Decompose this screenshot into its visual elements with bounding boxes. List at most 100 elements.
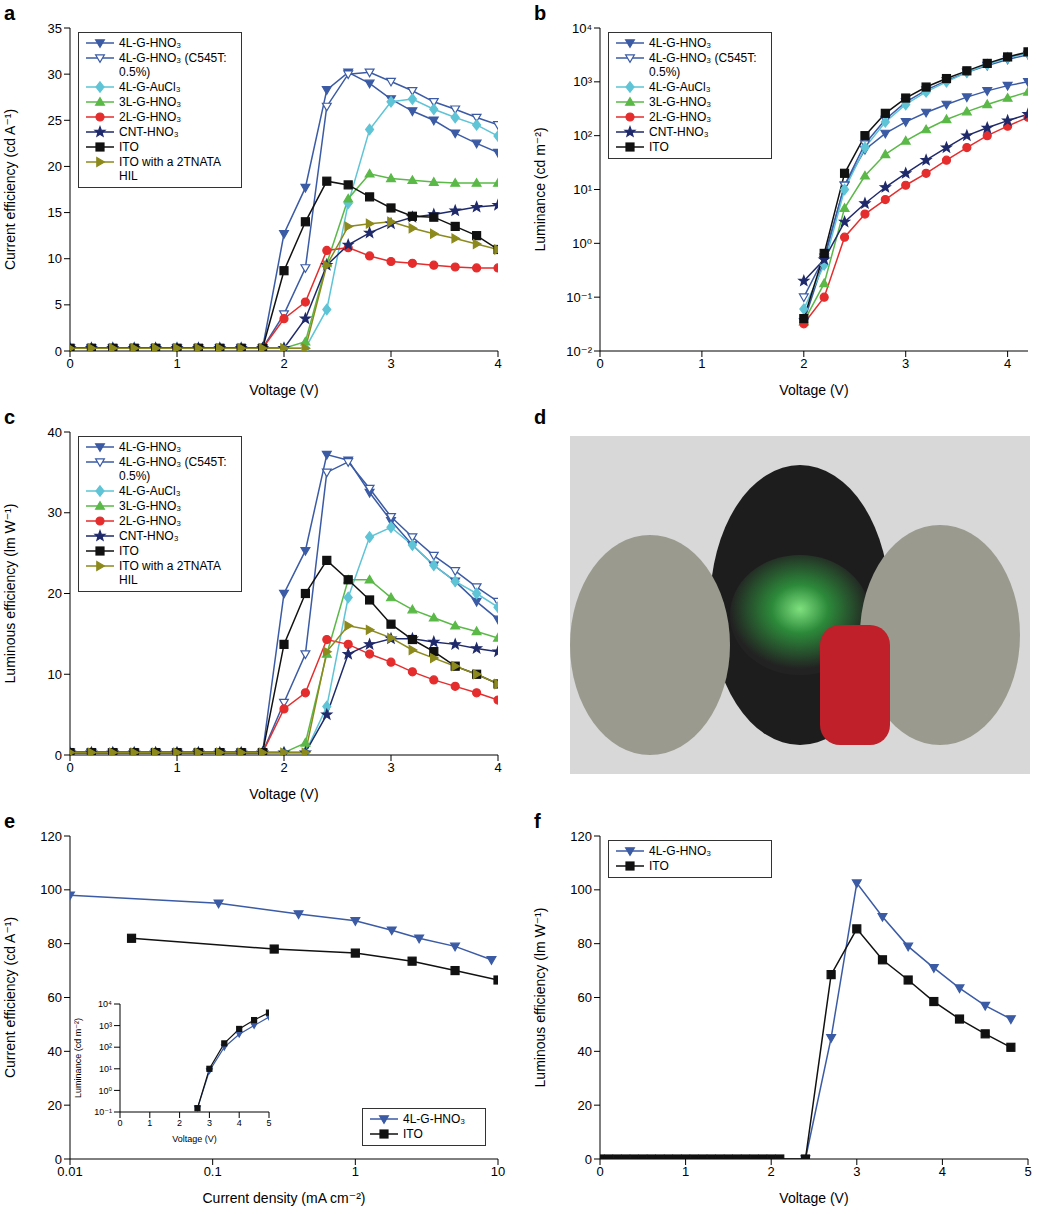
svg-text:0: 0 [55,344,62,359]
html-text:4L-G-HNO₃ (C545T: 0.5%): 4L-G-HNO₃ (C545T: 0.5%) [649,51,757,79]
svg-text:Voltage (V): Voltage (V) [779,1190,848,1206]
svg-text:0.1: 0.1 [204,1164,222,1179]
svg-text:3: 3 [853,1164,860,1179]
svg-text:Current efficiency (cd A⁻¹): Current efficiency (cd A⁻¹) [2,917,18,1078]
svg-text:4: 4 [1004,356,1011,371]
svg-text:10⁰: 10⁰ [98,1086,112,1096]
svg-text:0: 0 [66,760,73,775]
svg-text:Luminance (cd m⁻²): Luminance (cd m⁻²) [532,127,548,251]
svg-text:1: 1 [682,1164,689,1179]
svg-text:15: 15 [48,205,62,220]
svg-text:10⁻²: 10⁻² [566,344,592,359]
svg-text:10: 10 [491,1164,505,1179]
html-text:3L-G-HNO₃: 3L-G-HNO₃ [119,95,182,109]
svg-text:80: 80 [48,936,62,951]
svg-text:10³: 10³ [99,1021,112,1031]
html-text:CNT-HNO₃: CNT-HNO₃ [119,125,179,139]
svg-text:5: 5 [266,1118,271,1128]
svg-text:2: 2 [280,356,287,371]
svg-text:2: 2 [177,1118,182,1128]
svg-text:1: 1 [352,1164,359,1179]
svg-text:1: 1 [147,1118,152,1128]
html-text:4L-G-AuCl₃: 4L-G-AuCl₃ [119,80,181,94]
svg-text:10: 10 [48,667,62,682]
svg-text:4: 4 [494,760,501,775]
svg-text:0: 0 [596,1164,603,1179]
svg-text:40: 40 [578,1044,592,1059]
svg-text:Voltage (V): Voltage (V) [172,1134,217,1144]
svg-text:10¹: 10¹ [99,1064,112,1074]
svg-text:1: 1 [698,356,705,371]
svg-text:0: 0 [596,356,603,371]
svg-text:20: 20 [48,586,62,601]
svg-text:5: 5 [55,297,62,312]
html-text:4L-G-HNO₃ (C545T: 0.5%): 4L-G-HNO₃ (C545T: 0.5%) [119,455,227,483]
html-text:4L-G-AuCl₃: 4L-G-AuCl₃ [649,80,711,94]
svg-text:100: 100 [40,882,62,897]
svg-text:10¹: 10¹ [573,182,592,197]
html-text:4L-G-HNO₃: 4L-G-HNO₃ [649,36,712,50]
svg-text:10⁴: 10⁴ [98,999,112,1009]
svg-text:30: 30 [48,505,62,520]
svg-text:2: 2 [768,1164,775,1179]
svg-text:20: 20 [48,1098,62,1113]
html-text:2L-G-HNO₃: 2L-G-HNO₃ [649,110,712,124]
svg-text:10²: 10² [573,128,592,143]
svg-text:1: 1 [173,760,180,775]
svg-text:5: 5 [1024,1164,1031,1179]
svg-text:10⁰: 10⁰ [572,236,592,251]
html-text:ITO: ITO [119,140,139,154]
svg-text:0: 0 [585,1152,592,1167]
svg-text:3: 3 [387,760,394,775]
svg-text:10⁴: 10⁴ [572,21,592,36]
svg-text:0: 0 [55,748,62,763]
svg-text:3: 3 [387,356,394,371]
svg-text:2: 2 [800,356,807,371]
svg-text:20: 20 [48,159,62,174]
svg-text:10⁻¹: 10⁻¹ [94,1107,112,1117]
html-text:ITO with a 2TNATA HIL: ITO with a 2TNATA HIL [119,155,221,183]
svg-text:40: 40 [48,1044,62,1059]
svg-text:2: 2 [280,760,287,775]
svg-text:60: 60 [578,990,592,1005]
html-text:4L-G-HNO₃: 4L-G-HNO₃ [119,36,182,50]
svg-text:3: 3 [207,1118,212,1128]
html-text:CNT-HNO₃: CNT-HNO₃ [649,125,709,139]
svg-text:Luminance (cd m⁻²): Luminance (cd m⁻²) [74,1018,83,1098]
svg-text:30: 30 [48,67,62,82]
svg-text:80: 80 [578,936,592,951]
svg-text:Luminous efficiency (lm W⁻¹): Luminous efficiency (lm W⁻¹) [2,504,18,684]
svg-text:10³: 10³ [573,74,592,89]
svg-text:35: 35 [48,21,62,36]
svg-text:Current efficiency (cd A⁻¹): Current efficiency (cd A⁻¹) [2,109,18,270]
html-text:4L-G-HNO₃ (C545T: 0.5%): 4L-G-HNO₃ (C545T: 0.5%) [119,51,227,79]
svg-text:10: 10 [48,251,62,266]
svg-text:10²: 10² [99,1042,112,1052]
svg-text:40: 40 [48,425,62,440]
html-text:3L-G-HNO₃: 3L-G-HNO₃ [649,95,712,109]
svg-text:0: 0 [66,356,73,371]
svg-text:3: 3 [902,356,909,371]
svg-text:Luminous efficiency (lm W⁻¹): Luminous efficiency (lm W⁻¹) [532,908,548,1088]
svg-text:10⁻¹: 10⁻¹ [566,290,592,305]
svg-text:0: 0 [117,1118,122,1128]
svg-text:Voltage (V): Voltage (V) [249,786,318,802]
svg-text:120: 120 [40,829,62,844]
svg-text:120: 120 [570,829,592,844]
svg-text:25: 25 [48,113,62,128]
svg-text:Voltage (V): Voltage (V) [779,382,848,398]
svg-text:100: 100 [570,882,592,897]
svg-text:Voltage (V): Voltage (V) [249,382,318,398]
svg-text:20: 20 [578,1098,592,1113]
html-text:ITO with a 2TNATA HIL: ITO with a 2TNATA HIL [119,559,221,587]
svg-text:4: 4 [494,356,501,371]
svg-text:0.01: 0.01 [57,1164,83,1180]
svg-text:Current density (mA cm⁻²): Current density (mA cm⁻²) [203,1190,366,1206]
svg-text:4: 4 [939,1164,946,1179]
html-text:2L-G-HNO₃: 2L-G-HNO₃ [119,110,182,124]
html-text:ITO: ITO [649,140,669,154]
svg-text:0: 0 [55,1152,62,1167]
svg-text:4: 4 [237,1118,242,1128]
svg-text:60: 60 [48,990,62,1005]
svg-text:1: 1 [173,356,180,371]
